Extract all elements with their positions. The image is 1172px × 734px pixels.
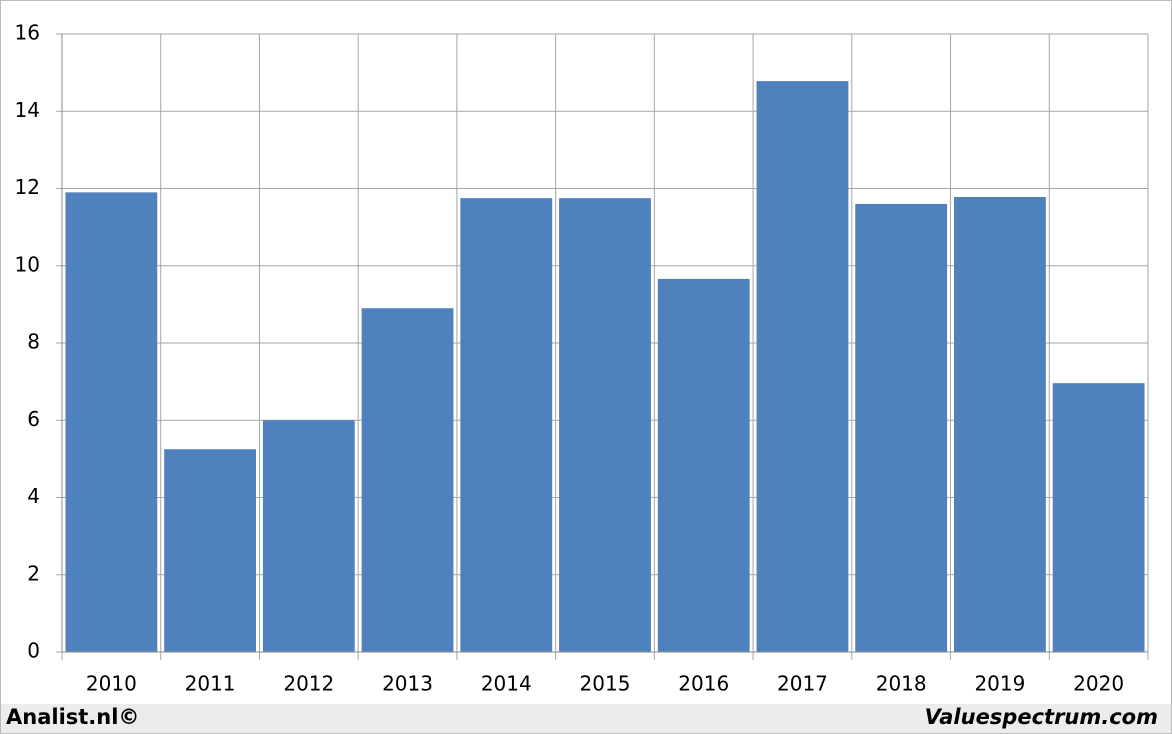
x-tick-label: 2014 bbox=[481, 672, 532, 696]
x-tick-label: 2017 bbox=[777, 672, 828, 696]
x-tick-label: 2018 bbox=[876, 672, 927, 696]
bar bbox=[65, 192, 158, 653]
x-tick-label: 2013 bbox=[382, 672, 433, 696]
bar bbox=[361, 308, 454, 652]
bar bbox=[756, 81, 849, 652]
x-tick-label: 2010 bbox=[86, 672, 137, 696]
y-tick-label: 16 bbox=[15, 21, 40, 45]
bar bbox=[855, 203, 948, 652]
bar bbox=[1052, 383, 1145, 652]
bar bbox=[559, 198, 651, 652]
bar bbox=[460, 198, 553, 652]
x-tick-label: 2011 bbox=[185, 672, 236, 696]
footer-left: Analist.nl© bbox=[6, 705, 139, 729]
x-tick-label: 2015 bbox=[580, 672, 631, 696]
footer-right: Valuespectrum.com bbox=[925, 705, 1158, 729]
x-tick-label: 2019 bbox=[974, 672, 1025, 696]
y-tick-label: 12 bbox=[15, 175, 40, 199]
x-tick-label: 2012 bbox=[283, 672, 334, 696]
bar bbox=[657, 278, 750, 652]
y-tick-label: 10 bbox=[15, 252, 40, 276]
y-tick-label: 4 bbox=[27, 484, 40, 508]
y-tick-label: 6 bbox=[27, 407, 40, 431]
bar bbox=[164, 449, 256, 652]
bar bbox=[954, 196, 1046, 652]
footer-bar bbox=[1, 704, 1171, 733]
y-tick-label: 14 bbox=[15, 98, 40, 122]
y-tick-label: 0 bbox=[27, 639, 40, 663]
x-tick-label: 2016 bbox=[678, 672, 729, 696]
y-tick-label: 2 bbox=[27, 561, 40, 585]
bar bbox=[262, 420, 355, 652]
y-tick-label: 8 bbox=[27, 330, 40, 354]
x-tick-label: 2020 bbox=[1073, 672, 1124, 696]
